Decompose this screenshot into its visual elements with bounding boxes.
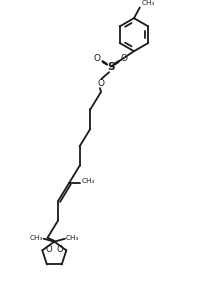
Text: S: S [107,62,114,72]
Text: O: O [93,54,100,63]
Text: CH₃: CH₃ [66,235,79,241]
Text: O: O [120,54,127,63]
Text: CH₃: CH₃ [82,178,95,184]
Text: O: O [45,245,52,254]
Text: O: O [57,245,64,254]
Text: CH₃: CH₃ [29,235,43,241]
Text: CH₃: CH₃ [141,0,155,6]
Text: O: O [97,79,104,88]
